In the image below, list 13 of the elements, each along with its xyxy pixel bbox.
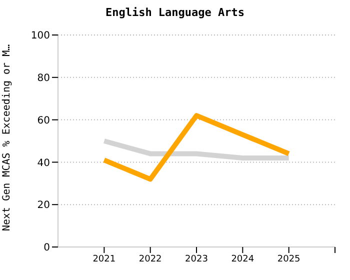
y-tick-label: 0 — [44, 242, 50, 254]
x-tick-label: 2024 — [231, 254, 254, 264]
y-tick-label: 60 — [37, 115, 50, 126]
x-tick-label: 2022 — [138, 254, 162, 264]
y-tick-label: 40 — [37, 158, 50, 169]
y-tick-label: 20 — [37, 200, 50, 212]
chart-title: English Language Arts — [104, 6, 246, 19]
x-tick-label: 2025 — [277, 254, 300, 264]
y-axis-title: Next Gen MCAS % Exceeding or M… — [2, 44, 13, 231]
y-tick-label: 100 — [30, 30, 50, 42]
x-tick-label: 2021 — [92, 254, 116, 264]
y-tick-label: 80 — [37, 72, 50, 84]
x-tick-label: 2023 — [185, 254, 208, 264]
